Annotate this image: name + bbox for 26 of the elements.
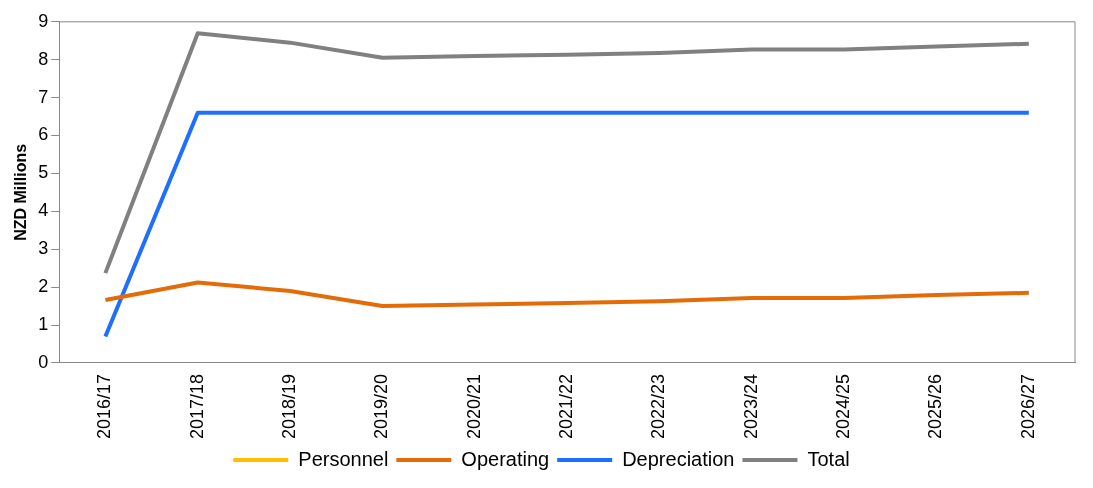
- y-tick-label: 5: [38, 162, 49, 183]
- y-tick-label: 7: [38, 86, 49, 107]
- x-tick-label: 2022/23: [648, 373, 669, 440]
- x-tick-label: 2020/21: [463, 373, 484, 440]
- x-tick-label: 2016/17: [94, 373, 115, 440]
- x-tick-label: 2021/22: [556, 373, 577, 440]
- x-tick-label: 2019/20: [371, 373, 392, 440]
- y-tick-label: 8: [38, 48, 49, 69]
- x-tick-label: 2017/18: [186, 373, 207, 440]
- y-tick-label: 1: [38, 314, 49, 334]
- y-axis-title: NZD Millions: [12, 143, 30, 241]
- y-tick-label: 4: [38, 200, 49, 221]
- legend-label: Depreciation: [622, 447, 735, 470]
- legend-label: Operating: [461, 447, 550, 470]
- y-tick-label: 2: [38, 276, 49, 297]
- y-tick-label: 6: [38, 124, 49, 145]
- x-tick-label: 2025/26: [925, 373, 946, 440]
- y-tick-label: 0: [38, 351, 49, 372]
- legend-label: Personnel: [298, 447, 389, 470]
- x-tick-label: 2026/27: [1017, 373, 1038, 440]
- x-tick-label: 2023/24: [740, 373, 761, 440]
- y-tick-label: 3: [38, 238, 49, 259]
- y-tick-label: 9: [38, 10, 49, 31]
- x-tick-label: 2024/25: [833, 373, 854, 440]
- x-tick-label: 2018/19: [279, 373, 300, 440]
- legend-label: Total: [807, 447, 850, 470]
